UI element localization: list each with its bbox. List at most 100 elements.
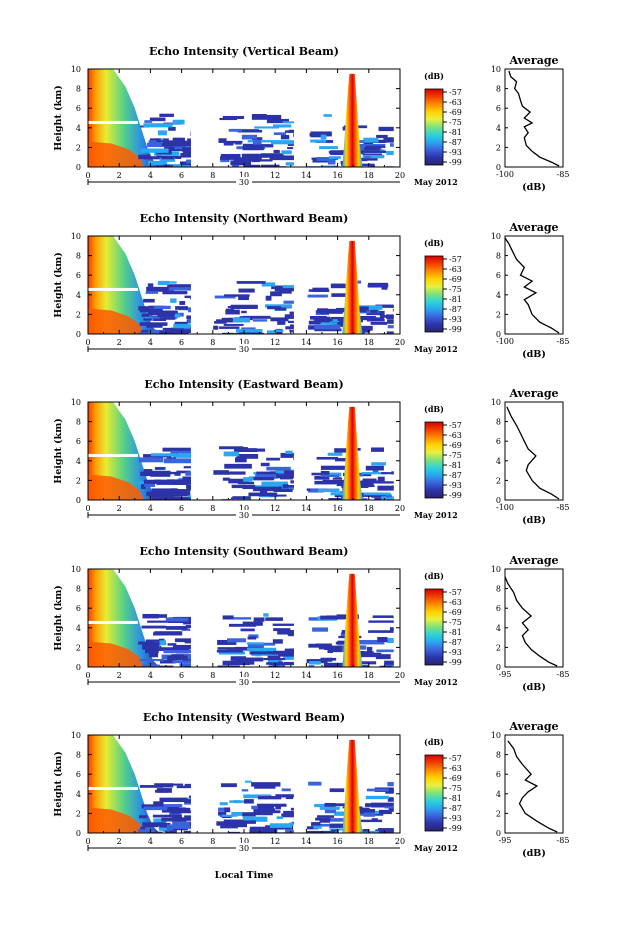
echo-cell bbox=[256, 471, 276, 477]
x-tick-label: 16 bbox=[333, 171, 343, 180]
echo-cell bbox=[317, 488, 340, 493]
echo-cell bbox=[329, 788, 345, 793]
bright-band-gap bbox=[88, 453, 138, 457]
echo-cell bbox=[357, 305, 383, 310]
y-tick-label: 4 bbox=[76, 124, 81, 133]
echo-cell bbox=[370, 802, 394, 808]
echo-cell bbox=[264, 304, 292, 308]
echo-cell bbox=[335, 477, 342, 480]
echo-cell bbox=[161, 141, 187, 147]
echo-cell bbox=[141, 625, 167, 629]
echo-cell bbox=[236, 329, 263, 333]
average-y-tick-label: 4 bbox=[496, 624, 501, 633]
echo-cell bbox=[180, 152, 191, 158]
echo-cell bbox=[319, 806, 340, 810]
average-y-tick-label: 4 bbox=[496, 124, 501, 133]
average-y-tick-label: 6 bbox=[496, 770, 501, 779]
echo-cell bbox=[186, 315, 191, 320]
echo-cell bbox=[389, 627, 394, 631]
echo-cell bbox=[387, 782, 394, 787]
x-tick-label: 2 bbox=[117, 338, 122, 347]
echo-cell bbox=[171, 329, 191, 333]
echo-cell bbox=[149, 117, 166, 122]
echo-cell bbox=[253, 477, 275, 481]
echo-cell bbox=[165, 626, 188, 630]
y-axis-label: Height (km) bbox=[53, 85, 64, 151]
average-xlabel: (dB) bbox=[522, 182, 546, 193]
echo-cell bbox=[247, 647, 277, 652]
echo-cell bbox=[172, 660, 191, 664]
echo-cell bbox=[381, 286, 388, 290]
echo-cell bbox=[316, 157, 335, 161]
echo-cell bbox=[363, 146, 380, 151]
echo-cell bbox=[348, 484, 375, 488]
echo-cell bbox=[327, 647, 342, 653]
echo-cell bbox=[242, 621, 263, 626]
echo-cell bbox=[259, 490, 268, 496]
colorbar-tick-label: -63 bbox=[449, 265, 462, 274]
echo-cell bbox=[316, 456, 339, 460]
echo-cell bbox=[139, 322, 168, 326]
average-x-tick-label: -85 bbox=[557, 670, 570, 679]
average-frame bbox=[504, 401, 564, 501]
echo-cell bbox=[331, 293, 355, 297]
echo-cell bbox=[359, 813, 369, 816]
echo-cell bbox=[284, 333, 294, 334]
x-tick-label: 2 bbox=[117, 504, 122, 513]
echo-cell bbox=[331, 321, 344, 327]
echo-cell bbox=[287, 632, 294, 636]
low-level-echo bbox=[88, 641, 145, 667]
colorbar-tick-label: -87 bbox=[449, 804, 462, 813]
echo-cell bbox=[371, 493, 389, 498]
echo-cell bbox=[267, 658, 282, 664]
echo-cell bbox=[320, 474, 340, 478]
echo-cell bbox=[285, 162, 294, 166]
colorbar-tick-label: -81 bbox=[449, 128, 462, 137]
x-tick-label: 0 bbox=[85, 671, 90, 680]
echo-cell bbox=[379, 665, 393, 667]
echo-cell bbox=[359, 309, 367, 313]
x-tick-label: 0 bbox=[85, 837, 90, 846]
y-tick-label: 2 bbox=[76, 643, 81, 652]
echo-cell bbox=[219, 326, 240, 329]
echo-cell bbox=[334, 448, 352, 453]
echo-cell bbox=[320, 657, 333, 662]
echo-cell bbox=[375, 304, 394, 308]
echo-cell bbox=[273, 149, 280, 154]
x-tick-label: 6 bbox=[179, 504, 184, 513]
echo-cell bbox=[371, 462, 386, 466]
echo-cell bbox=[263, 658, 286, 661]
echo-cell bbox=[159, 317, 176, 320]
average-y-tick-label: 0 bbox=[496, 829, 501, 838]
echo-cell bbox=[140, 330, 148, 334]
echo-cell bbox=[150, 315, 178, 319]
average-y-tick-label: 4 bbox=[496, 457, 501, 466]
y-tick-label: 10 bbox=[71, 731, 81, 740]
y-tick-label: 8 bbox=[76, 751, 81, 760]
x-tick-label: 4 bbox=[148, 171, 153, 180]
echo-cell bbox=[283, 656, 294, 660]
echo-cell bbox=[141, 484, 146, 490]
echo-cell bbox=[233, 800, 241, 804]
echo-cell bbox=[273, 488, 293, 493]
echo-cell bbox=[233, 617, 252, 620]
echo-cell bbox=[171, 654, 191, 657]
colorbar-tick-label: -63 bbox=[449, 98, 462, 107]
colorbar-tick-label: -69 bbox=[449, 608, 462, 617]
echo-cell bbox=[328, 498, 345, 500]
average-x-tick-label: -85 bbox=[557, 503, 570, 512]
colorbar-tick-label: -57 bbox=[449, 588, 462, 597]
x-tick-label: 0 bbox=[85, 504, 90, 513]
echo-cell bbox=[268, 665, 279, 667]
echo-cell bbox=[169, 807, 182, 813]
echo-cell bbox=[386, 331, 394, 334]
echo-cell bbox=[154, 305, 171, 310]
x-tick-label: 2 bbox=[117, 837, 122, 846]
echo-cell bbox=[387, 139, 394, 142]
echo-cell bbox=[144, 482, 156, 487]
low-level-echo bbox=[88, 474, 145, 500]
echo-cell bbox=[170, 450, 191, 455]
average-y-tick-label: 8 bbox=[496, 85, 501, 94]
echo-cell bbox=[186, 485, 191, 491]
echo-cell bbox=[172, 644, 191, 650]
